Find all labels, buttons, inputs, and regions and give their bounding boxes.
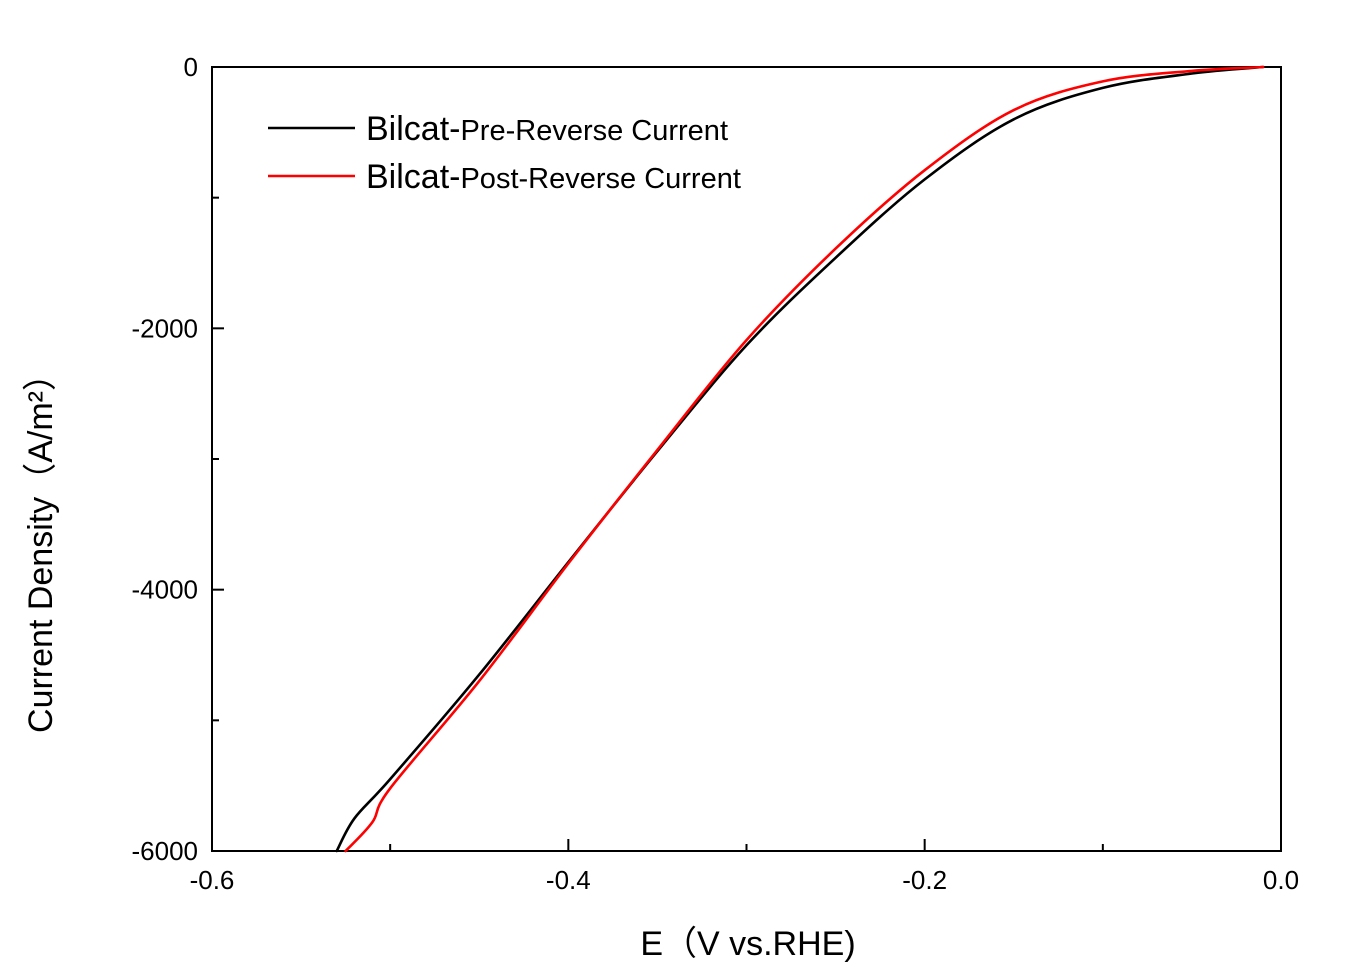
legend: Bilcat-Pre-Reverse CurrentBilcat-Post-Re… [268,110,741,196]
y-tick-label: 0 [184,52,198,82]
legend-label-prefix: Bilcat- [366,158,460,196]
legend-label-suffix: Pre-Reverse Current [460,115,728,147]
y-tick-label: -6000 [132,836,199,866]
x-tick-label: -0.2 [902,865,947,895]
y-tick-label: -2000 [132,313,199,343]
legend-label: Bilcat-Post-Reverse Current [366,158,741,196]
legend-label-prefix: Bilcat- [366,110,460,148]
legend-label: Bilcat-Pre-Reverse Current [366,110,728,148]
x-tick-label: -0.6 [190,865,235,895]
series-layer [335,65,1265,853]
y-axis-title: Current Density（A/m²） [22,357,60,733]
y-axis-ticks: -6000 -4000 -2000 0 [132,52,224,866]
series-line-pre-reverse [335,65,1265,853]
x-axis-title: E（V vs.RHE) [640,925,855,963]
x-tick-label: -0.4 [546,865,591,895]
legend-label-suffix: Post-Reverse Current [460,163,740,195]
y-tick-label: -4000 [132,575,199,605]
x-tick-label: 0.0 [1263,865,1299,895]
x-axis-ticks: -0.6 -0.4 -0.2 0.0 [190,839,1299,895]
series-line-post-reverse [344,65,1265,853]
